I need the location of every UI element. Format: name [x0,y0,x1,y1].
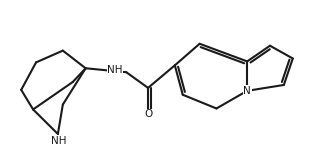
Text: NH: NH [107,65,123,75]
Text: N: N [243,86,251,96]
Text: O: O [144,109,152,119]
Text: NH: NH [51,136,66,146]
